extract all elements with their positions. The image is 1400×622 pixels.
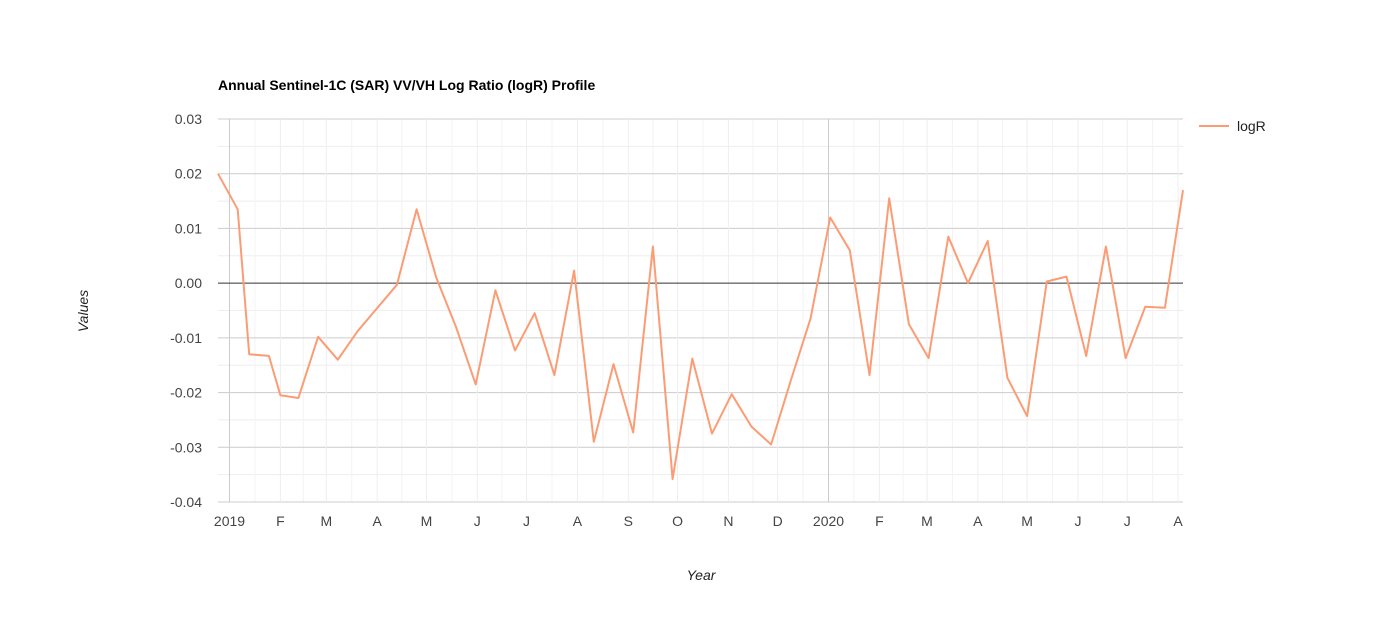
series-line-logr bbox=[217, 173, 1184, 480]
x-tick-label: D bbox=[773, 513, 783, 529]
x-tick-label: J bbox=[474, 513, 481, 529]
x-tick-label: M bbox=[421, 513, 433, 529]
x-tick-label: A bbox=[1173, 513, 1183, 529]
x-tick-label: S bbox=[624, 513, 633, 529]
x-tick-label: M bbox=[921, 513, 933, 529]
x-tick-label: M bbox=[320, 513, 332, 529]
y-axis-ticks: 0.03 0.02 0.01 0.00 -0.01 -0.02 -0.03 -0.04 bbox=[170, 111, 202, 510]
x-tick-label: A bbox=[973, 513, 983, 529]
x-tick-label: F bbox=[875, 513, 884, 529]
x-tick-label: 2019 bbox=[214, 513, 245, 529]
y-tick-label: -0.01 bbox=[170, 330, 202, 346]
x-tick-label: J bbox=[1124, 513, 1131, 529]
x-tick-label: A bbox=[573, 513, 583, 529]
x-tick-label: J bbox=[523, 513, 530, 529]
chart-title: Annual Sentinel-1C (SAR) VV/VH Log Ratio… bbox=[218, 77, 595, 93]
y-tick-label: 0.00 bbox=[175, 275, 202, 291]
legend: logR bbox=[1199, 118, 1266, 134]
x-tick-label: M bbox=[1021, 513, 1033, 529]
x-tick-label: N bbox=[723, 513, 733, 529]
x-tick-label: 2020 bbox=[813, 513, 844, 529]
legend-label-logr: logR bbox=[1237, 118, 1266, 134]
x-tick-label: O bbox=[672, 513, 683, 529]
x-axis-ticks: 2019 F M A M J J A S O N D 2020 F M A M J J A bbox=[214, 513, 1183, 529]
x-tick-label: F bbox=[276, 513, 285, 529]
minor-gridlines bbox=[218, 119, 1183, 502]
y-tick-label: 0.02 bbox=[175, 166, 202, 182]
series-layer bbox=[217, 173, 1184, 480]
x-tick-label: A bbox=[373, 513, 383, 529]
y-tick-label: 0.01 bbox=[175, 220, 202, 236]
y-tick-label: -0.02 bbox=[170, 385, 202, 401]
y-tick-label: 0.03 bbox=[175, 111, 202, 127]
y-tick-label: -0.03 bbox=[170, 439, 202, 455]
x-tick-label: J bbox=[1074, 513, 1081, 529]
y-axis-title: Values bbox=[75, 290, 91, 332]
x-axis-title: Year bbox=[687, 567, 717, 583]
y-tick-label: -0.04 bbox=[170, 494, 202, 510]
